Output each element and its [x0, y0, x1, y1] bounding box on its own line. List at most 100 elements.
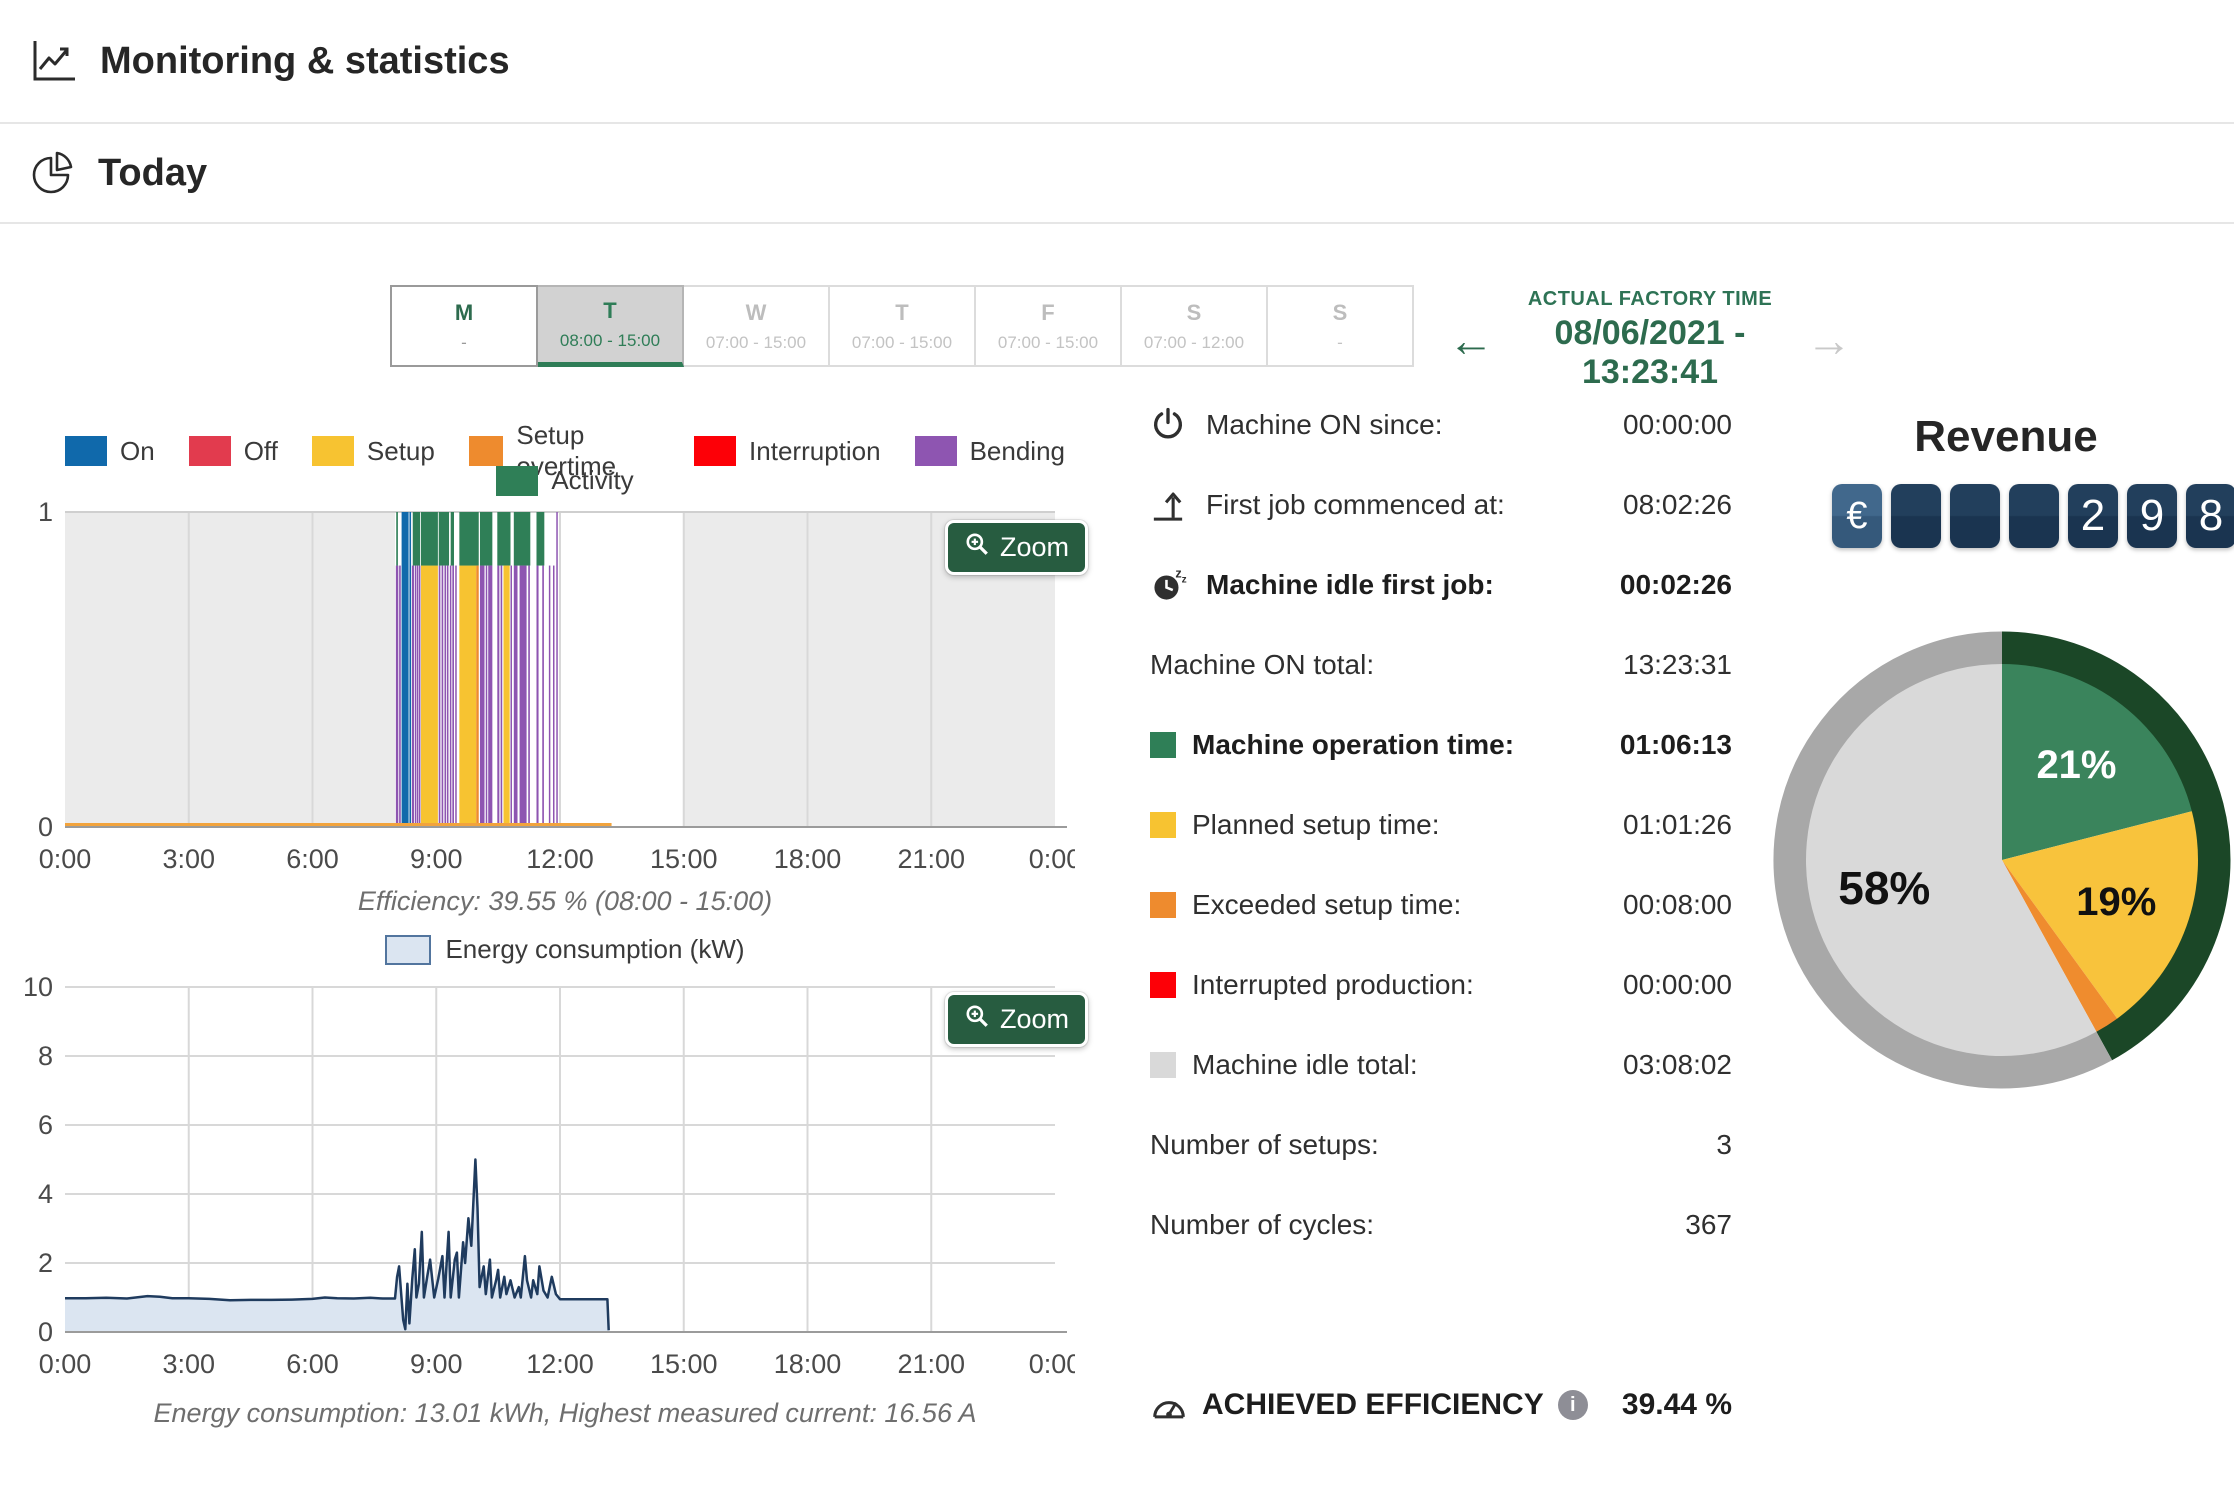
stat-label: Interrupted production: [1192, 969, 1474, 1000]
day-tab-letter: M [454, 299, 474, 325]
day-tab-letter: T [895, 299, 909, 325]
factory-time: ACTUAL FACTORY TIME 08/06/2021 - 13:23:4… [1494, 288, 1806, 392]
svg-text:0: 0 [38, 1317, 53, 1347]
stat-value: 03:08:02 [1623, 1049, 1732, 1080]
energy-caption: Energy consumption: 13.01 kWh, Highest m… [153, 1398, 977, 1428]
efficiency-caption: Efficiency: 39.55 % (08:00 - 15:00) [357, 886, 773, 916]
svg-text:0: 0 [38, 812, 53, 842]
power-icon [1150, 407, 1192, 443]
svg-text:z: z [1175, 566, 1181, 580]
svg-text:9:00: 9:00 [410, 844, 463, 874]
energy-zoom-button[interactable]: Zoom [945, 992, 1089, 1047]
state-legend-row-1: On Off Setup Setup overtime Interruption Bend… [65, 420, 1065, 482]
zoom-button-label: Zoom [1000, 532, 1070, 562]
state-legend-row-2: Activity [65, 465, 1065, 496]
legend-label: Bending [969, 435, 1065, 466]
stat-row: Machine idle total: 03:08:02 [1150, 1048, 1732, 1082]
svg-text:2: 2 [38, 1248, 53, 1278]
day-tab-letter: F [1041, 299, 1055, 325]
day-tab-hours: 07:00 - 15:00 [997, 332, 1099, 352]
day-tab-letter: S [1186, 299, 1202, 325]
svg-text:3:00: 3:00 [162, 1349, 215, 1379]
pie-chart-icon [30, 150, 76, 196]
stat-row: z z Machine idle first job: 00:02:26 [1150, 566, 1732, 602]
factory-time-value: 08/06/2021 - 13:23:41 [1554, 314, 1746, 391]
legend-swatch-activity [496, 465, 539, 496]
stat-value: 13:23:31 [1623, 649, 1732, 680]
svg-text:8: 8 [38, 1041, 53, 1071]
svg-text:6: 6 [38, 1110, 53, 1140]
first-job-icon [1150, 487, 1192, 523]
revenue-counter: €2 9 8 [1832, 484, 2234, 548]
energy-legend-label: Energy consumption (kW) [445, 934, 745, 964]
previous-day-arrow-icon[interactable]: ← [1448, 314, 1494, 366]
day-tab-s-6[interactable]: S- [1266, 285, 1414, 367]
svg-text:6:00: 6:00 [286, 844, 339, 874]
legend-item-interruption: Interruption [694, 420, 881, 482]
svg-text:10: 10 [25, 975, 53, 1002]
stat-value: 00:00:00 [1623, 969, 1732, 1000]
energy-consumption-chart: 0 2 4 6 8 10 0:00 3:00 6:00 9:00 12:00 15:00 18:00 21… [23, 972, 1081, 1400]
stat-label: Exceeded setup time: [1192, 889, 1462, 920]
legend-item-on: On [65, 420, 155, 482]
day-tab-hours: 08:00 - 15:00 [559, 331, 661, 350]
factory-time-navigation: ← ACTUAL FACTORY TIME 08/06/2021 - 13:23… [1448, 288, 1852, 392]
activity-zoom-button[interactable]: Zoom [945, 520, 1089, 575]
section-title: Today [98, 151, 208, 194]
svg-text:0:00: 0:00 [39, 1349, 92, 1379]
stat-swatch-setup [1150, 812, 1176, 838]
legend-item-setup_overtime: Setup overtime [468, 420, 660, 482]
revenue-digit-tile: 8 [2186, 484, 2234, 548]
pie-chart-svg: 21% 19% 58% [1773, 631, 2231, 1089]
svg-text:0:00: 0:00 [1029, 1349, 1075, 1379]
day-tab-t-3[interactable]: T 07:00 - 15:00 [828, 285, 976, 367]
day-tab-m-0[interactable]: M- [390, 285, 538, 367]
day-tab-s-5[interactable]: S 07:00 - 12:00 [1120, 285, 1268, 367]
day-tab-hours: 07:00 - 15:00 [705, 332, 807, 352]
day-tab-letter: W [745, 299, 767, 325]
revenue-title: Revenue [1914, 412, 2098, 461]
day-tab-w-2[interactable]: W 07:00 - 15:00 [682, 285, 830, 367]
legend-swatch-off [188, 436, 231, 466]
magnifier-plus-icon [964, 1003, 990, 1036]
pie-slice-label: 58% [1838, 862, 1930, 914]
stat-label: First job commenced at: [1206, 489, 1505, 520]
revenue-hidden-digit-tile [1891, 484, 1941, 548]
stat-row: Number of setups: 3 [1150, 1128, 1732, 1162]
section-header: Today [0, 124, 2234, 224]
achieved-efficiency-value: 39.44 % [1621, 1388, 1732, 1421]
stat-label: Number of setups: [1150, 1129, 1379, 1160]
stat-label: Machine operation time: [1192, 729, 1515, 760]
stat-label: Machine ON total: [1150, 649, 1375, 680]
svg-text:9:00: 9:00 [410, 1349, 463, 1379]
revenue-digit-tile: 9 [2127, 484, 2177, 548]
stat-value: 08:02:26 [1623, 489, 1732, 520]
stat-row: Machine ON total: 13:23:31 [1150, 648, 1732, 682]
pie-slice-label: 21% [2036, 743, 2116, 787]
legend-label: Activity [551, 465, 634, 495]
svg-text:0:00: 0:00 [1029, 844, 1075, 874]
svg-text:6:00: 6:00 [286, 1349, 339, 1379]
info-icon[interactable]: i [1557, 1390, 1588, 1420]
stat-label: Machine ON since: [1206, 409, 1443, 440]
svg-text:15:00: 15:00 [650, 844, 718, 874]
revenue-hidden-digit-tile [2009, 484, 2059, 548]
revenue-currency-tile: € [1832, 484, 1882, 548]
stat-value: 00:08:00 [1623, 889, 1732, 920]
revenue-pie-chart: 21% 19% 58% [1772, 630, 2232, 1095]
gauge-icon [1150, 1388, 1188, 1422]
achieved-efficiency-label: ACHIEVED EFFICIENCY [1202, 1388, 1544, 1421]
next-day-arrow-icon[interactable]: → [1806, 314, 1852, 366]
day-tab-f-4[interactable]: F 07:00 - 15:00 [974, 285, 1122, 367]
legend-label: Off [243, 435, 278, 466]
legend-label: Setup [366, 435, 435, 466]
stat-value: 00:02:26 [1619, 569, 1732, 600]
stat-row: Machine ON since: 00:00:00 [1150, 407, 1732, 443]
line-chart-icon [30, 38, 78, 84]
day-tab-hours: - [461, 332, 467, 352]
day-tab-letter: T [603, 298, 617, 323]
day-tab-t-1[interactable]: T 08:00 - 15:00 [536, 285, 684, 367]
stat-label: Machine idle first job: [1206, 569, 1494, 600]
stat-label: Planned setup time: [1192, 809, 1440, 840]
activity-chart-svg: 100:00 3:00 6:00 9:00 12:00 15:00 18:00 21:00 0:… [38, 497, 1081, 874]
